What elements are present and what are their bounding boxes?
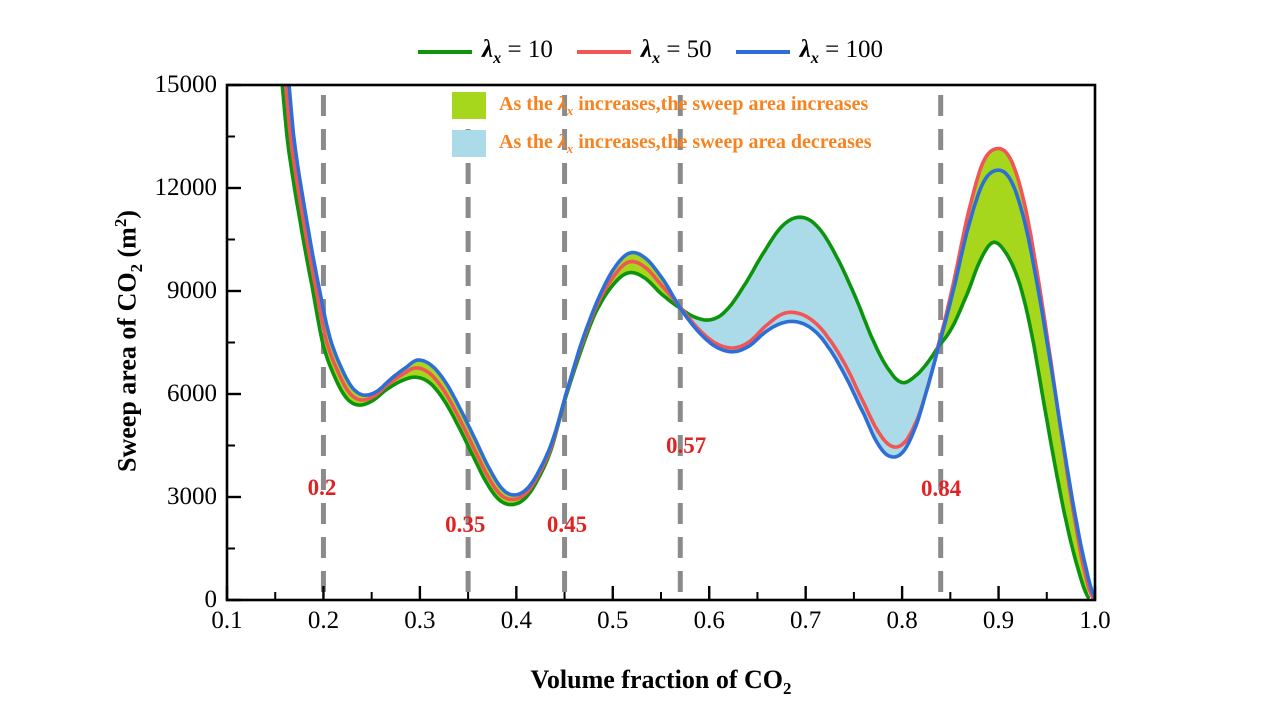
x-tick-label: 0.5 xyxy=(597,607,629,634)
annotation-row-1: As the λx increases,the sweep area decre… xyxy=(452,130,872,157)
dashed-line-value-label: 0.35 xyxy=(445,512,486,538)
annotation-row-0: As the λx increases,the sweep area incre… xyxy=(452,92,872,119)
y-tick-label: 0 xyxy=(204,586,218,613)
x-tick-label: 0.6 xyxy=(693,607,725,634)
annotation-text: As the λx increases,the sweep area incre… xyxy=(499,92,869,118)
lambda-symbol: λx xyxy=(557,92,574,118)
dashed-line-value-label: 0.2 xyxy=(307,475,337,501)
legend-line-swatch xyxy=(735,50,790,54)
lambda-symbol: λx xyxy=(799,36,819,67)
x-tick-label: 0.4 xyxy=(500,607,532,634)
plot-frame xyxy=(225,83,1097,602)
dashed-line-value-label: 0.57 xyxy=(665,433,707,459)
legend-line-swatch xyxy=(576,50,631,54)
x-tick-label: 0.3 xyxy=(404,607,436,634)
x-tick-label: 0.7 xyxy=(790,607,822,634)
x-tick-label: 1.0 xyxy=(1079,607,1111,634)
y-axis-title: Sweep area of CO2 (m2) xyxy=(111,210,146,472)
lambda-symbol: λx xyxy=(482,36,502,67)
annotation-swatch xyxy=(452,130,486,157)
y-tick-label: 6000 xyxy=(167,380,217,407)
annotation-swatch xyxy=(452,92,486,119)
curves-group xyxy=(280,85,1095,600)
x-tick-label: 0.2 xyxy=(307,607,340,634)
legend-label: λx = 100 xyxy=(799,36,884,67)
x-tick-label: 0.8 xyxy=(886,607,918,634)
x-tick-label: 0.1 xyxy=(211,607,243,634)
legend-item-2: λx = 100 xyxy=(735,36,884,68)
axes-frame-group xyxy=(225,83,1097,602)
lambda-symbol: λx xyxy=(557,130,574,156)
legend-line-swatch xyxy=(418,50,472,54)
sweep-band xyxy=(323,252,681,505)
y-tick-label: 3000 xyxy=(167,483,217,510)
legend-label: λx = 10 xyxy=(482,36,553,67)
legend-item-1: λx = 50 xyxy=(576,36,712,68)
sweep-band xyxy=(938,148,1089,598)
dashed-line-value-label: 0.84 xyxy=(921,476,962,502)
y-tick-label: 9000 xyxy=(167,277,217,304)
annotation-list: As the λx increases,the sweep area incre… xyxy=(452,92,872,157)
legend: λx = 10 λx = 50 λx = 100 xyxy=(418,36,883,68)
annotation-text: As the λx increases,the sweep area decre… xyxy=(499,130,872,156)
legend-label: λx = 50 xyxy=(640,36,712,67)
dashed-line-value-label: 0.45 xyxy=(546,512,588,538)
y-tick-label: 12000 xyxy=(154,174,218,201)
x-tick-label: 0.9 xyxy=(982,607,1015,634)
lambda-symbol: λx xyxy=(640,36,661,67)
curve-series-2 xyxy=(287,85,1095,600)
sweep-band xyxy=(680,217,939,457)
y-tick-label: 15000 xyxy=(154,71,218,98)
legend-item-0: λx = 10 xyxy=(418,36,553,68)
x-axis-title: Volume fraction of CO2 xyxy=(530,665,792,699)
